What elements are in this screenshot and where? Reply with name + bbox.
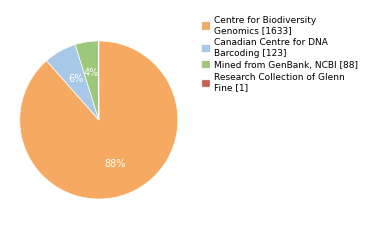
Wedge shape	[75, 41, 99, 120]
Wedge shape	[47, 45, 99, 120]
Text: 6%: 6%	[68, 74, 83, 84]
Wedge shape	[20, 41, 178, 199]
Legend: Centre for Biodiversity
Genomics [1633], Canadian Centre for DNA
Barcoding [123]: Centre for Biodiversity Genomics [1633],…	[202, 16, 358, 92]
Text: 88%: 88%	[105, 159, 126, 169]
Text: 4%: 4%	[84, 68, 99, 78]
